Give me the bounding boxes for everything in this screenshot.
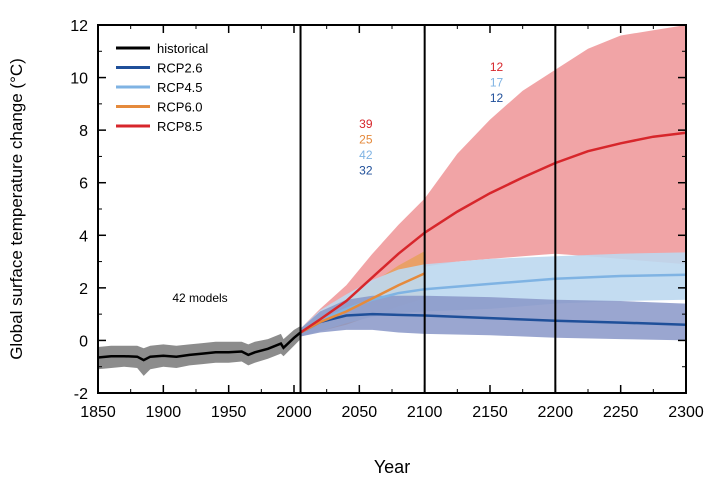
vertical-lines-layer	[299, 25, 557, 393]
x-tick-label: 2050	[342, 404, 378, 421]
lines-layer	[97, 131, 687, 362]
rcp8-5-mean-line-3	[554, 131, 687, 165]
x-tick-label: 1950	[211, 404, 247, 421]
y-tick-label: 6	[79, 176, 88, 193]
x-tick-label: 1900	[146, 404, 182, 421]
x-axis-label: Year	[374, 457, 410, 477]
historical-mean-line	[97, 331, 302, 362]
legend-label-rcp4-5: RCP4.5	[157, 80, 203, 95]
legend-label-rcp6-0: RCP6.0	[157, 100, 203, 115]
y-tick-label: 2	[79, 281, 88, 298]
rcp4-5-range-band-3	[555, 252, 686, 304]
rcp8-5-range-band-2	[424, 69, 556, 267]
legend-label-historical: historical	[157, 41, 208, 56]
y-tick-label: 8	[79, 123, 88, 140]
model-count-rcp6-0-1: 25	[359, 133, 373, 147]
rcp8-5-mean-line-2	[424, 161, 556, 234]
rcp6-0-mean-line-1	[299, 272, 426, 334]
rcp2-6-mean-line-3	[555, 319, 687, 326]
legend-label-rcp8-5: RCP8.5	[157, 119, 203, 134]
y-tick-label: 0	[79, 333, 88, 350]
y-tick-label: 10	[70, 71, 88, 88]
rcp8-5-mean-line-1	[299, 231, 426, 334]
model-count-rcp4-5-2: 17	[490, 76, 504, 90]
rcp8-5-range-band-3	[555, 25, 686, 265]
rcp2-6-range-band-3	[555, 299, 686, 341]
y-tick-label: 12	[70, 18, 88, 35]
model-count-rcp2-6-2: 12	[490, 91, 504, 105]
x-tick-label: 2250	[603, 404, 639, 421]
model-count-rcp2-6-1: 32	[359, 164, 373, 178]
bands-layer	[98, 25, 686, 376]
historical-range-band	[98, 326, 301, 376]
rcp4-5-mean-line-2	[424, 277, 556, 291]
x-tick-label: 2100	[407, 404, 443, 421]
x-tick-label: 2200	[538, 404, 574, 421]
rcp8-5-range-band-1	[300, 198, 425, 337]
x-tick-label: 2000	[276, 404, 312, 421]
model-count-rcp8-5-1: 39	[359, 117, 373, 131]
y-axis-label: Global surface temperature change (°C)	[7, 58, 26, 360]
y-tick-label: -2	[74, 386, 88, 403]
y-tick-label: 4	[79, 228, 88, 245]
legend: historical RCP2.6 RCP4.5 RCP6.0 RCP8.5	[116, 41, 208, 134]
legend-label-rcp2-6: RCP2.6	[157, 61, 203, 76]
model-count-rcp8-5-2: 12	[490, 60, 504, 74]
x-tick-label: 2300	[668, 404, 704, 421]
x-tick-label: 1850	[80, 404, 116, 421]
x-tick-label: 2150	[472, 404, 508, 421]
rcp4-5-mean-line-3	[555, 273, 687, 280]
models-annotation: 42 models	[172, 291, 227, 305]
rcp2-6-mean-line-2	[424, 314, 556, 322]
x-axis: 1850 1900 1950 2000 2050 2100 2150 2200 2250 2300	[80, 25, 704, 421]
rcp2-6-range-band-1	[300, 295, 425, 337]
model-count-rcp4-5-1: 42	[359, 148, 373, 162]
y-axis: -2 0 2 4 6 8 10 12	[70, 18, 686, 403]
rcp2-6-range-band-2	[424, 295, 556, 338]
